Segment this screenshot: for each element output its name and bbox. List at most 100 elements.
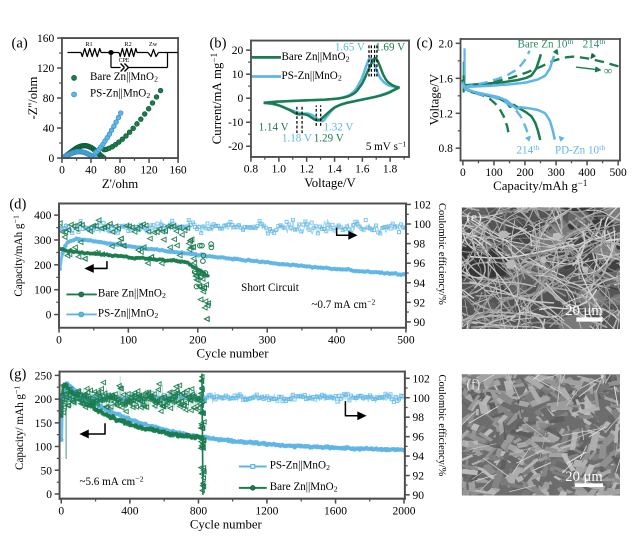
svg-text:300: 300 bbox=[34, 235, 52, 247]
svg-text:1.18 V: 1.18 V bbox=[282, 132, 312, 144]
svg-text:96: 96 bbox=[412, 432, 424, 444]
svg-text:0: 0 bbox=[238, 93, 244, 105]
svg-text:1.8: 1.8 bbox=[383, 164, 398, 176]
svg-text:PS-Zn||MnO2: PS-Zn||MnO2 bbox=[282, 70, 342, 83]
svg-text:400: 400 bbox=[34, 210, 52, 222]
svg-text:PS-Zn||MnO2: PS-Zn||MnO2 bbox=[98, 307, 158, 320]
svg-text:-20: -20 bbox=[228, 141, 244, 153]
svg-text:80: 80 bbox=[114, 165, 126, 177]
svg-text:0: 0 bbox=[460, 167, 466, 179]
svg-text:10: 10 bbox=[232, 69, 244, 81]
svg-text:200: 200 bbox=[34, 260, 52, 272]
svg-text:400: 400 bbox=[578, 167, 596, 179]
svg-text:96: 96 bbox=[414, 258, 426, 270]
svg-text:R1: R1 bbox=[85, 41, 92, 48]
svg-text:Coulombic efficiency/%: Coulombic efficiency/% bbox=[436, 203, 447, 305]
svg-text:∞: ∞ bbox=[604, 63, 612, 77]
svg-text:200: 200 bbox=[516, 167, 534, 179]
svg-text:20: 20 bbox=[232, 45, 244, 57]
svg-text:214th: 214th bbox=[583, 37, 606, 51]
svg-text:1.65 V: 1.65 V bbox=[335, 41, 365, 53]
svg-text:-10: -10 bbox=[228, 117, 244, 129]
svg-text:R2: R2 bbox=[124, 41, 131, 48]
svg-text:2000: 2000 bbox=[392, 505, 415, 517]
svg-text:120: 120 bbox=[140, 165, 158, 177]
svg-text:1600: 1600 bbox=[324, 505, 347, 517]
svg-text:1.2: 1.2 bbox=[299, 164, 314, 176]
svg-text:160: 160 bbox=[169, 165, 187, 177]
svg-text:Capacity/mAhg−1: Capacity/mAhg−1 bbox=[13, 386, 27, 470]
svg-text:-Z''/ohm: -Z''/ohm bbox=[26, 77, 40, 120]
svg-text:0: 0 bbox=[46, 310, 52, 322]
svg-text:Zw: Zw bbox=[149, 41, 158, 48]
svg-text:(c): (c) bbox=[417, 35, 433, 51]
svg-text:20 μm: 20 μm bbox=[565, 469, 603, 485]
svg-text:98: 98 bbox=[412, 412, 424, 424]
svg-text:1.6: 1.6 bbox=[355, 164, 370, 176]
svg-text:500: 500 bbox=[610, 167, 628, 179]
svg-text:250: 250 bbox=[35, 370, 53, 382]
svg-text:(b): (b) bbox=[209, 35, 226, 51]
svg-text:0.8: 0.8 bbox=[244, 164, 259, 176]
svg-text:1.2: 1.2 bbox=[438, 108, 453, 120]
svg-text:Cycle number: Cycle number bbox=[190, 517, 263, 531]
svg-text:102: 102 bbox=[412, 373, 430, 385]
svg-text:(e): (e) bbox=[466, 210, 482, 225]
svg-text:50: 50 bbox=[40, 465, 52, 477]
svg-text:Cycle number: Cycle number bbox=[197, 346, 270, 360]
svg-text:1.0: 1.0 bbox=[272, 164, 287, 176]
svg-text:1200: 1200 bbox=[255, 505, 278, 517]
svg-text:(g): (g) bbox=[9, 366, 26, 382]
svg-text:100: 100 bbox=[412, 393, 430, 405]
svg-text:80: 80 bbox=[43, 93, 55, 105]
svg-text:0: 0 bbox=[59, 165, 65, 177]
svg-text:94: 94 bbox=[412, 451, 424, 463]
svg-text:PS-Zn||MnO2: PS-Zn||MnO2 bbox=[90, 87, 150, 100]
svg-text:40: 40 bbox=[85, 165, 97, 177]
svg-text:1.14 V: 1.14 V bbox=[259, 121, 289, 133]
svg-text:150: 150 bbox=[35, 418, 53, 430]
svg-text:Coulombic efficiency/%: Coulombic efficiency/% bbox=[436, 375, 447, 477]
svg-text:2.0: 2.0 bbox=[438, 38, 453, 50]
svg-text:(a): (a) bbox=[12, 35, 28, 51]
svg-text:Voltage/V: Voltage/V bbox=[304, 176, 356, 190]
svg-text:CPE: CPE bbox=[119, 58, 130, 64]
svg-text:160: 160 bbox=[37, 33, 55, 45]
svg-text:0: 0 bbox=[49, 153, 55, 165]
svg-text:100: 100 bbox=[120, 334, 138, 346]
svg-text:40: 40 bbox=[43, 123, 55, 135]
svg-text:20 μm: 20 μm bbox=[565, 303, 603, 319]
svg-text:Z'/ohm: Z'/ohm bbox=[102, 177, 138, 191]
svg-text:100: 100 bbox=[414, 219, 432, 231]
svg-text:94: 94 bbox=[414, 278, 426, 290]
svg-text:Voltage/V: Voltage/V bbox=[427, 73, 441, 125]
svg-text:200: 200 bbox=[35, 394, 53, 406]
svg-text:1.6: 1.6 bbox=[438, 73, 453, 85]
svg-text:400: 400 bbox=[121, 505, 139, 517]
svg-text:500: 500 bbox=[397, 334, 415, 346]
svg-text:200: 200 bbox=[189, 334, 207, 346]
svg-text:Capacity/mAhg−1: Capacity/mAhg−1 bbox=[12, 215, 26, 297]
svg-text:102: 102 bbox=[414, 199, 432, 211]
svg-text:(f): (f) bbox=[466, 377, 480, 392]
svg-text:0: 0 bbox=[56, 334, 62, 346]
svg-text:100: 100 bbox=[35, 442, 53, 454]
svg-text:300: 300 bbox=[259, 334, 277, 346]
svg-text:Short Circuit: Short Circuit bbox=[241, 282, 300, 294]
svg-text:90: 90 bbox=[412, 490, 424, 502]
svg-text:0: 0 bbox=[58, 505, 64, 517]
svg-text:(d): (d) bbox=[9, 196, 26, 212]
svg-text:Capacity/mAhg−1: Capacity/mAhg−1 bbox=[493, 178, 587, 193]
svg-text:1.69 V: 1.69 V bbox=[375, 41, 405, 53]
svg-text:120: 120 bbox=[37, 63, 55, 75]
svg-text:90: 90 bbox=[414, 317, 426, 329]
svg-text:800: 800 bbox=[190, 505, 208, 517]
